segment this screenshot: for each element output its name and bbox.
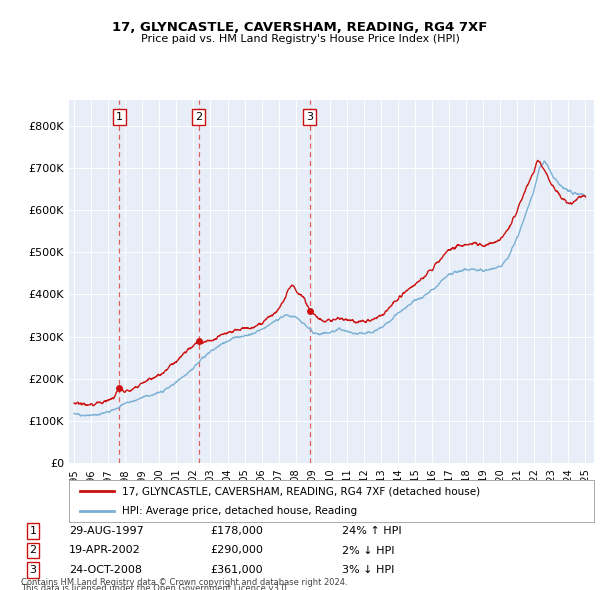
Text: 3% ↓ HPI: 3% ↓ HPI	[342, 565, 394, 575]
Text: 19-APR-2002: 19-APR-2002	[69, 546, 141, 555]
Text: 2% ↓ HPI: 2% ↓ HPI	[342, 546, 395, 555]
Text: 2: 2	[29, 546, 37, 555]
Text: 24-OCT-2008: 24-OCT-2008	[69, 565, 142, 575]
Text: 2: 2	[195, 112, 202, 122]
Text: Price paid vs. HM Land Registry's House Price Index (HPI): Price paid vs. HM Land Registry's House …	[140, 34, 460, 44]
Text: This data is licensed under the Open Government Licence v3.0.: This data is licensed under the Open Gov…	[21, 584, 289, 590]
Text: 17, GLYNCASTLE, CAVERSHAM, READING, RG4 7XF (detached house): 17, GLYNCASTLE, CAVERSHAM, READING, RG4 …	[121, 486, 479, 496]
Text: 29-AUG-1997: 29-AUG-1997	[69, 526, 144, 536]
Text: 1: 1	[116, 112, 123, 122]
Text: 3: 3	[306, 112, 313, 122]
Text: £290,000: £290,000	[210, 546, 263, 555]
Text: Contains HM Land Registry data © Crown copyright and database right 2024.: Contains HM Land Registry data © Crown c…	[21, 578, 347, 587]
Text: 17, GLYNCASTLE, CAVERSHAM, READING, RG4 7XF: 17, GLYNCASTLE, CAVERSHAM, READING, RG4 …	[112, 21, 488, 34]
Text: 24% ↑ HPI: 24% ↑ HPI	[342, 526, 401, 536]
Text: 1: 1	[29, 526, 37, 536]
Text: 3: 3	[29, 565, 37, 575]
Text: £361,000: £361,000	[210, 565, 263, 575]
Text: £178,000: £178,000	[210, 526, 263, 536]
Text: HPI: Average price, detached house, Reading: HPI: Average price, detached house, Read…	[121, 506, 356, 516]
